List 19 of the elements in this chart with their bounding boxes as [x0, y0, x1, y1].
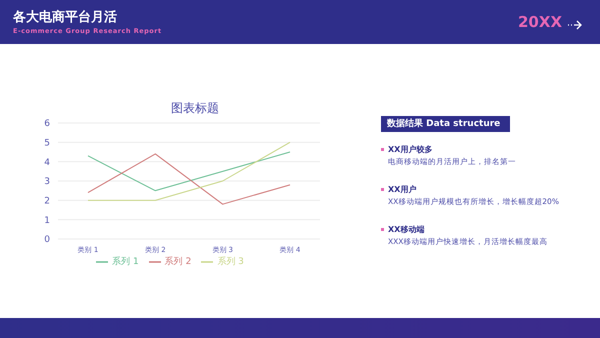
chart-title: 图表标题 [170, 100, 220, 117]
text: XX移动端 [387, 224, 426, 235]
y-tick-label: 0 [44, 235, 50, 246]
y-tick-label: 6 [44, 119, 50, 130]
legend-label: 系列 2 [164, 257, 192, 267]
line-series [88, 152, 290, 192]
text: XX用户 [387, 184, 418, 195]
y-tick-label: 5 [44, 138, 50, 149]
text: 各大电商平台月活 [13, 8, 117, 26]
legend-label: 系列 3 [217, 257, 244, 267]
text: 20XX [518, 13, 562, 31]
y-tick-label: 4 [44, 158, 50, 168]
line-series [88, 153, 290, 205]
y-tick-label: 3 [44, 177, 50, 188]
legend-label: 系列 1 [112, 257, 139, 267]
text: 数据结果 Data structure [381, 116, 510, 132]
y-tick-label: 1 [44, 216, 50, 226]
text: XX用户较多 [387, 144, 434, 155]
y-tick-label: 2 [44, 196, 50, 207]
